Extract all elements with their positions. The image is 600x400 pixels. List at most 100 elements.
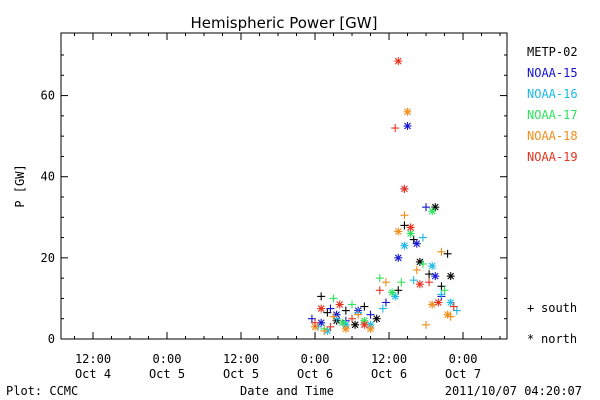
x-tick-label-time: 0:00 xyxy=(301,352,330,366)
south-point xyxy=(440,286,449,295)
x-axis-label: Date and Time xyxy=(240,384,334,398)
legend-entry: NOAA-16 xyxy=(527,87,578,101)
y-axis-ticks: 0 20 40 60 xyxy=(41,54,507,346)
south-point xyxy=(354,310,363,319)
south-point xyxy=(409,235,418,244)
y-tick-label: 60 xyxy=(41,89,55,103)
x-tick-label-time: 12:00 xyxy=(223,352,259,366)
north-point xyxy=(394,57,403,66)
south-marker-label: south xyxy=(541,301,577,315)
x-tick-label-time: 0:00 xyxy=(449,352,478,366)
north-point xyxy=(372,314,381,323)
north-marker-label: north xyxy=(541,332,577,346)
south-point xyxy=(378,304,387,313)
north-point xyxy=(388,288,397,297)
south-point xyxy=(323,308,332,317)
south-point xyxy=(446,312,455,321)
x-tick-label-date: Oct 6 xyxy=(371,367,407,381)
south-point xyxy=(381,278,390,287)
footer-timestamp: 2011/10/07 04:20:07 xyxy=(445,384,582,398)
legend-entry: NOAA-15 xyxy=(527,66,578,80)
north-point xyxy=(412,239,421,248)
legend-entry: METP-02 xyxy=(527,45,578,59)
y-tick-label: 0 xyxy=(48,332,55,346)
y-tick-label: 20 xyxy=(41,251,55,265)
marker-legend: + south * north xyxy=(527,301,577,346)
south-marker-symbol: + xyxy=(527,301,534,315)
south-point xyxy=(375,286,384,295)
x-tick-label-time: 12:00 xyxy=(371,352,407,366)
footer-credit: Plot: CCMC xyxy=(6,384,78,398)
south-point xyxy=(425,278,434,287)
south-point xyxy=(326,322,335,331)
y-axis-label: P [GW] xyxy=(13,164,27,207)
north-point xyxy=(431,272,440,281)
south-point xyxy=(425,270,434,279)
south-point xyxy=(452,306,461,315)
south-point xyxy=(360,302,369,311)
north-point xyxy=(406,229,415,238)
north-point xyxy=(317,304,326,313)
south-point xyxy=(418,233,427,242)
south-point xyxy=(394,286,403,295)
south-point xyxy=(422,320,431,329)
north-point xyxy=(391,292,400,301)
north-point xyxy=(366,324,375,333)
south-point xyxy=(409,276,418,285)
north-point xyxy=(415,280,424,289)
north-marker-symbol: * xyxy=(527,332,534,346)
south-point xyxy=(366,310,375,319)
x-tick-label-time: 0:00 xyxy=(153,352,182,366)
south-point xyxy=(412,266,421,275)
south-point xyxy=(375,274,384,283)
north-point xyxy=(360,320,369,329)
south-point xyxy=(307,314,316,323)
south-point xyxy=(400,211,409,220)
x-tick-label-date: Oct 7 xyxy=(445,367,481,381)
north-point xyxy=(428,261,437,270)
north-point xyxy=(428,300,437,309)
north-point xyxy=(311,322,320,331)
north-point xyxy=(394,227,403,236)
legend: METP-02 NOAA-15 NOAA-16 NOAA-17 NOAA-18 NOAA-… xyxy=(527,45,578,164)
south-point xyxy=(341,306,350,315)
north-point xyxy=(403,107,412,116)
south-point xyxy=(397,278,406,287)
data-points xyxy=(307,57,461,335)
north-point xyxy=(446,298,455,307)
south-point xyxy=(326,304,335,313)
north-point xyxy=(431,203,440,212)
north-point xyxy=(400,184,409,193)
south-point xyxy=(329,312,338,321)
south-point xyxy=(418,259,427,268)
north-point xyxy=(446,272,455,281)
south-point xyxy=(348,314,357,323)
south-point xyxy=(400,221,409,230)
south-point xyxy=(311,318,320,327)
chart-title: Hemispheric Power [GW] xyxy=(191,14,378,32)
x-tick-label-date: Oct 6 xyxy=(297,367,333,381)
north-point xyxy=(335,300,344,309)
x-tick-label-date: Oct 5 xyxy=(223,367,259,381)
south-point xyxy=(443,249,452,258)
south-point xyxy=(391,124,400,133)
y-tick-label: 40 xyxy=(41,170,55,184)
plot-frame xyxy=(60,32,508,340)
north-point xyxy=(400,241,409,250)
north-point xyxy=(406,223,415,232)
south-point xyxy=(348,300,357,309)
south-point xyxy=(317,292,326,301)
x-tick-label-time: 12:00 xyxy=(75,352,111,366)
north-point xyxy=(403,122,412,131)
south-point xyxy=(437,247,446,256)
south-point xyxy=(437,282,446,291)
north-point xyxy=(341,324,350,333)
south-point xyxy=(449,302,458,311)
north-point xyxy=(338,318,347,327)
legend-entry: NOAA-17 xyxy=(527,108,578,122)
south-point xyxy=(422,203,431,212)
x-tick-label-date: Oct 5 xyxy=(149,367,185,381)
north-point xyxy=(351,320,360,329)
